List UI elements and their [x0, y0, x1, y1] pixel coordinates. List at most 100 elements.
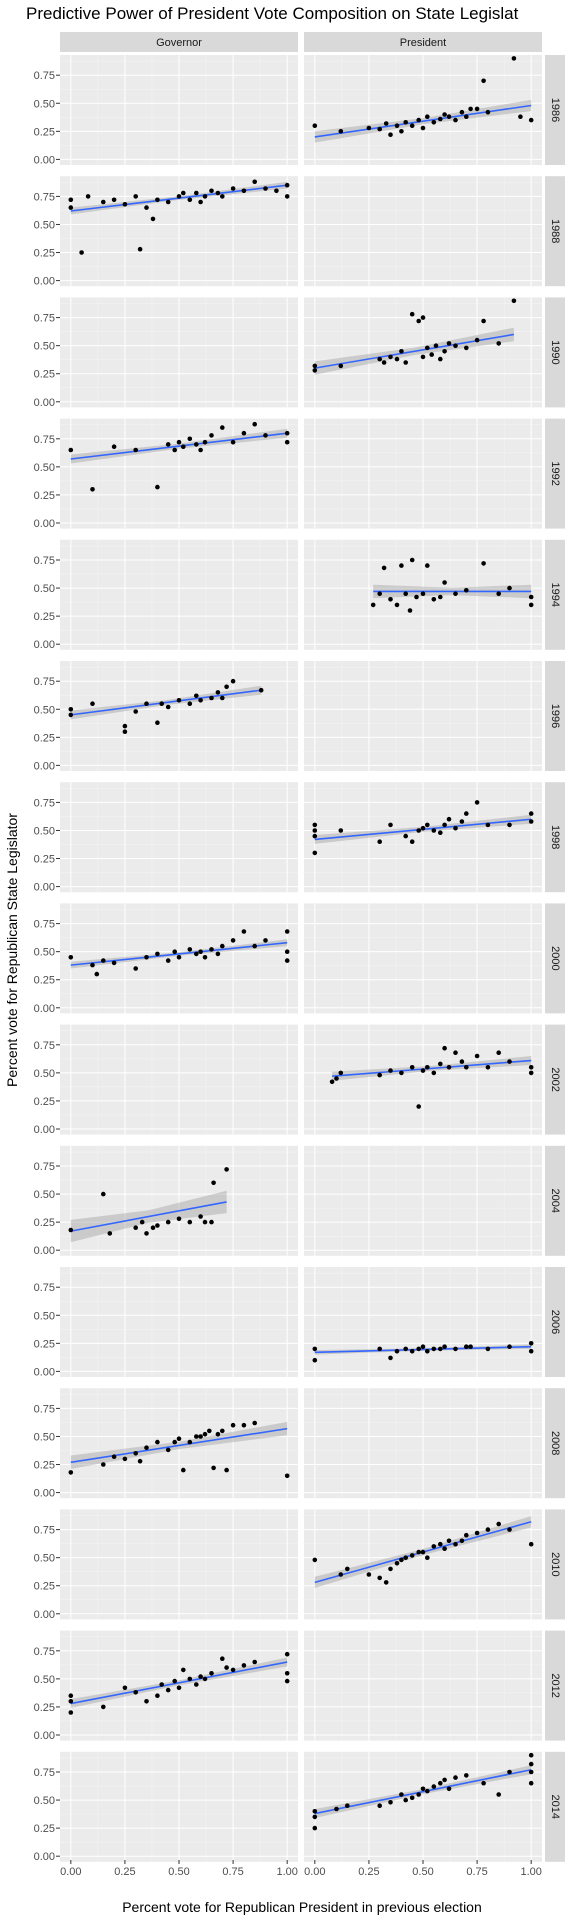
data-point [388, 597, 393, 602]
y-tick-label: 0.25 [34, 126, 55, 138]
data-point [68, 197, 74, 203]
data-point [464, 811, 469, 816]
regression-line [314, 1768, 532, 1815]
y-tick-label: 0.75 [34, 70, 55, 82]
y-tick-label: 0.75 [34, 676, 55, 688]
data-point [144, 1231, 149, 1236]
row-strip [545, 1388, 565, 1499]
regression-line [314, 333, 515, 369]
row-strip [545, 782, 565, 893]
data-point [263, 433, 268, 438]
data-point [383, 121, 389, 126]
data-point [122, 202, 128, 207]
data-point [198, 698, 203, 703]
data-point [209, 695, 214, 701]
data-point [176, 1436, 182, 1441]
data-point [388, 1068, 393, 1073]
data-point [481, 318, 486, 324]
data-point [211, 1465, 216, 1471]
data-point [230, 938, 236, 943]
data-point [68, 955, 74, 960]
data-point [101, 199, 106, 205]
data-point [90, 487, 95, 492]
data-point [230, 1422, 236, 1428]
data-point [284, 194, 290, 199]
data-point [464, 1532, 469, 1538]
data-point [198, 1214, 203, 1219]
data-point [388, 822, 393, 828]
data-point [416, 1792, 422, 1797]
data-point [388, 132, 393, 137]
data-point [312, 1346, 318, 1352]
data-point [416, 1549, 422, 1555]
data-point [528, 1761, 534, 1767]
row-strip [545, 418, 565, 529]
y-tick-label: 0.00 [34, 154, 55, 166]
y-tick-label: 0.50 [34, 1674, 55, 1686]
data-point [198, 1434, 203, 1439]
data-point [312, 1357, 318, 1363]
data-point [528, 117, 534, 123]
data-point [403, 591, 409, 596]
data-point [338, 1070, 344, 1076]
data-point [438, 1061, 443, 1067]
y-tick-label: 0.75 [34, 555, 55, 567]
data-point [209, 1219, 214, 1225]
data-point [194, 1682, 199, 1687]
data-point [172, 949, 177, 954]
row-strip-label: 2008 [549, 1431, 561, 1455]
data-point [431, 1544, 437, 1549]
data-point [209, 947, 214, 952]
data-point [176, 698, 182, 703]
data-point [438, 1346, 443, 1352]
row-strip [545, 1751, 565, 1862]
data-point [187, 1676, 193, 1682]
data-point [241, 1422, 247, 1428]
data-point [453, 1050, 458, 1055]
x-tick-label: 0.25 [114, 1866, 135, 1878]
data-point [144, 701, 149, 706]
data-point [165, 958, 171, 963]
data-point [438, 594, 443, 600]
row-strip-label: 2000 [549, 946, 561, 970]
data-point [496, 1792, 502, 1797]
data-point [416, 1104, 422, 1109]
y-tick-label: 0.75 [34, 191, 55, 203]
data-point [329, 1079, 335, 1085]
data-point [198, 949, 203, 954]
y-tick-label: 0.25 [34, 1096, 55, 1108]
data-point [453, 1775, 458, 1780]
data-point [220, 194, 225, 199]
data-point [453, 117, 458, 123]
data-point [252, 1420, 257, 1426]
data-point [338, 828, 344, 833]
data-point [165, 1447, 171, 1453]
data-point [187, 1439, 193, 1445]
y-tick-label: 0.25 [34, 1217, 55, 1229]
row-strip [545, 1509, 565, 1620]
data-point [139, 1219, 145, 1225]
data-point [388, 354, 393, 360]
y-tick-label: 0.75 [34, 1646, 55, 1658]
data-point [68, 1710, 74, 1715]
data-point [181, 1667, 186, 1673]
data-point [187, 947, 193, 952]
data-point [485, 822, 491, 828]
data-point [176, 1685, 182, 1691]
data-point [414, 594, 419, 600]
data-point [528, 1780, 534, 1786]
row-strip-label: 2014 [549, 1795, 561, 1819]
data-point [446, 341, 452, 346]
data-point [224, 1167, 229, 1172]
data-point [230, 186, 236, 191]
data-point [202, 439, 208, 445]
row-strip-label: 1998 [549, 825, 561, 849]
data-point [446, 114, 452, 119]
data-point [425, 822, 430, 828]
data-point [187, 701, 193, 706]
data-point [438, 1541, 443, 1547]
y-tick-label: 0.25 [34, 369, 55, 381]
data-point [403, 120, 409, 125]
data-point [284, 1671, 290, 1676]
data-point [528, 594, 534, 600]
